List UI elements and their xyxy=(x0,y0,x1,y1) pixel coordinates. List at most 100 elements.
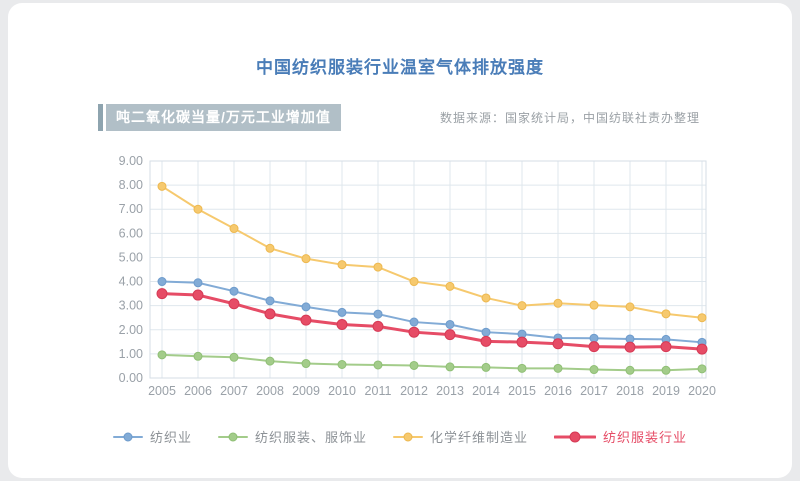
data-point-纺织业-2011 xyxy=(373,309,383,319)
data-point-纺织业-2013 xyxy=(445,319,455,329)
data-point-化学纤维制造业-2006 xyxy=(193,204,203,214)
svg-text:7.00: 7.00 xyxy=(119,202,143,216)
data-point-化学纤维制造业-2014 xyxy=(481,293,491,303)
legend-swatch-icon xyxy=(217,432,248,441)
svg-text:2019: 2019 xyxy=(652,384,680,398)
data-point-纺织业-2012 xyxy=(409,317,419,327)
svg-text:2.00: 2.00 xyxy=(119,323,143,337)
data-point-化学纤维制造业-2018 xyxy=(625,302,635,312)
data-point-纺织业-2017 xyxy=(589,333,599,343)
data-point-纺织服装、服饰业-2006 xyxy=(193,351,203,361)
svg-text:2015: 2015 xyxy=(508,384,536,398)
legend-label: 化学纤维制造业 xyxy=(430,430,529,445)
svg-text:1.00: 1.00 xyxy=(119,347,143,361)
data-point-纺织业-2006 xyxy=(193,278,203,288)
series-纺织服装、服饰业 xyxy=(157,350,707,375)
data-point-纺织服装行业-2009 xyxy=(300,314,312,326)
legend-item-纺织服装行业[interactable]: 纺织服装行业 xyxy=(554,427,687,446)
series-纺织业 xyxy=(157,277,707,347)
svg-text:6.00: 6.00 xyxy=(119,226,143,240)
data-point-纺织服装、服饰业-2016 xyxy=(553,363,563,373)
data-point-纺织服装行业-2007 xyxy=(228,298,240,310)
meta-row: 吨二氧化碳当量/万元工业增加值 数据来源：国家统计局，中国纺联社责办整理 xyxy=(98,104,700,131)
data-point-化学纤维制造业-2013 xyxy=(445,281,455,291)
svg-text:2013: 2013 xyxy=(436,384,464,398)
page-title: 中国纺织服装行业温室气体排放强度 xyxy=(256,58,544,77)
data-point-纺织服装行业-2018 xyxy=(624,341,636,353)
data-point-纺织业-2014 xyxy=(481,327,491,337)
chart-area: 0.00 1.00 2.00 3.00 4.00 5.00 6.00 7.00 8.00 9.00… xyxy=(8,149,792,401)
series-化学纤维制造业 xyxy=(157,181,707,323)
legend-swatch-icon xyxy=(554,431,597,442)
report-card: 中国纺织服装行业温室气体排放强度 吨二氧化碳当量/万元工业增加值 数据来源：国家… xyxy=(8,3,792,478)
data-point-纺织服装、服饰业-2011 xyxy=(373,360,383,370)
svg-text:2014: 2014 xyxy=(472,384,500,398)
data-point-化学纤维制造业-2017 xyxy=(589,300,599,310)
data-point-纺织服装、服饰业-2014 xyxy=(481,362,491,372)
chart-legend: 纺织业 纺织服装、服饰业 化学纤维制造业 纺织服装行业 xyxy=(8,427,792,446)
svg-text:2011: 2011 xyxy=(365,384,392,398)
data-point-纺织服装、服饰业-2008 xyxy=(265,356,275,366)
data-point-化学纤维制造业-2009 xyxy=(301,254,311,264)
svg-text:0.00: 0.00 xyxy=(119,371,143,385)
svg-text:2017: 2017 xyxy=(580,384,608,398)
y-axis-unit-label: 吨二氧化碳当量/万元工业增加值 xyxy=(106,104,341,131)
data-point-化学纤维制造业-2012 xyxy=(409,277,419,287)
series-纺织服装行业 xyxy=(156,288,708,355)
legend-swatch-icon xyxy=(393,432,423,441)
data-point-化学纤维制造业-2015 xyxy=(517,301,527,311)
svg-text:2006: 2006 xyxy=(184,384,212,398)
data-source-text: 数据来源：国家统计局，中国纺联社责办整理 xyxy=(439,111,700,125)
data-point-纺织业-2008 xyxy=(265,296,275,306)
data-point-化学纤维制造业-2010 xyxy=(337,260,347,270)
data-point-纺织服装、服饰业-2009 xyxy=(301,359,311,369)
data-point-纺织服装、服饰业-2018 xyxy=(625,365,635,375)
legend-item-纺织业[interactable]: 纺织业 xyxy=(112,427,192,446)
data-point-纺织业-2009 xyxy=(301,302,311,312)
legend-item-化学纤维制造业[interactable]: 化学纤维制造业 xyxy=(393,427,528,446)
data-point-纺织服装行业-2011 xyxy=(372,320,384,332)
svg-text:2010: 2010 xyxy=(328,384,356,398)
svg-text:4.00: 4.00 xyxy=(119,275,143,289)
emissions-line-chart: 0.00 1.00 2.00 3.00 4.00 5.00 6.00 7.00 8.00 9.00… xyxy=(119,154,716,398)
data-point-纺织服装、服饰业-2012 xyxy=(409,360,419,370)
data-point-纺织服装、服饰业-2007 xyxy=(229,352,239,362)
data-point-纺织业-2010 xyxy=(337,307,347,317)
data-point-纺织服装行业-2017 xyxy=(588,341,600,353)
unit-label-badge: 吨二氧化碳当量/万元工业增加值 xyxy=(98,104,341,131)
legend-label: 纺织服装、服饰业 xyxy=(254,430,367,445)
data-point-纺织服装、服饰业-2013 xyxy=(445,362,455,372)
data-point-纺织服装、服饰业-2015 xyxy=(517,363,527,373)
data-point-纺织服装、服饰业-2017 xyxy=(589,365,599,375)
x-axis-tick-labels: 2005 2006 2007 2008 2009 2010 2011 2012 2013 2014… xyxy=(148,384,716,398)
svg-text:5.00: 5.00 xyxy=(119,250,143,264)
data-point-纺织服装、服饰业-2019 xyxy=(661,365,671,375)
data-point-纺织服装行业-2006 xyxy=(192,289,204,301)
data-point-纺织服装行业-2005 xyxy=(156,288,168,300)
svg-text:2005: 2005 xyxy=(148,384,176,398)
legend-label: 纺织服装行业 xyxy=(603,430,688,445)
data-point-纺织服装行业-2020 xyxy=(696,343,708,355)
y-axis-tick-labels: 0.00 1.00 2.00 3.00 4.00 5.00 6.00 7.00 8.00 9.00 xyxy=(119,154,143,385)
svg-text:2009: 2009 xyxy=(292,384,320,398)
svg-text:2016: 2016 xyxy=(544,384,572,398)
legend-item-纺织服装、服饰业[interactable]: 纺织服装、服饰业 xyxy=(217,427,367,446)
svg-text:3.00: 3.00 xyxy=(119,299,143,313)
svg-text:9.00: 9.00 xyxy=(119,154,143,168)
data-point-纺织服装行业-2012 xyxy=(408,326,420,338)
data-point-化学纤维制造业-2005 xyxy=(157,181,167,191)
data-point-化学纤维制造业-2011 xyxy=(373,262,383,272)
data-point-纺织服装、服饰业-2020 xyxy=(697,364,707,374)
svg-text:2020: 2020 xyxy=(688,384,716,398)
data-point-纺织服装行业-2019 xyxy=(660,341,672,353)
data-point-化学纤维制造业-2008 xyxy=(265,243,275,253)
grid-lines xyxy=(149,160,707,379)
data-point-纺织服装、服饰业-2005 xyxy=(157,350,167,360)
data-point-化学纤维制造业-2007 xyxy=(229,224,239,234)
data-point-纺织服装行业-2015 xyxy=(516,336,528,348)
data-point-纺织服装行业-2014 xyxy=(480,335,492,347)
data-point-纺织服装行业-2008 xyxy=(264,308,276,320)
data-point-纺织服装行业-2016 xyxy=(552,338,564,350)
data-point-纺织服装行业-2010 xyxy=(336,318,348,330)
data-point-纺织服装行业-2013 xyxy=(444,329,456,341)
